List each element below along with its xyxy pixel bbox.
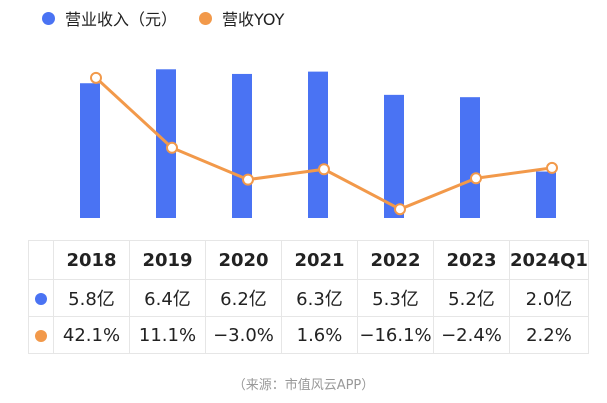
table-header-cell: 2024Q1 [509,240,589,280]
revenue-bar [536,171,556,218]
yoy-point [546,161,558,174]
legend-revenue-label: 营业收入（元） [65,10,178,29]
legend-yoy-dot [199,11,213,25]
table-header-cell: 2019 [129,240,206,280]
source-note: （来源：市值风云APP） [232,378,375,393]
table-cell: 2.0亿 [509,279,589,317]
table-header-cell: 2022 [357,240,434,280]
table-cell: 5.2亿 [433,279,510,317]
table-cell: 5.8亿 [53,279,130,317]
table-cell: −2.4% [433,316,510,354]
legend-yoy-label: 营收YOY [222,10,285,29]
table-header-cell: 2023 [433,240,510,280]
table-cell: 6.2亿 [205,279,282,317]
yoy-point [394,203,406,216]
legend: 营业收入（元） 营收YOY [42,6,306,30]
revenue-marker-dot [35,292,47,305]
revenue-bar [232,73,252,218]
data-table: 2018 2019 2020 2021 2022 2023 2024Q1 5.8… [28,240,589,354]
yoy-point [242,173,254,186]
table-cell: 6.4亿 [129,279,206,317]
table-cell: 2.2% [509,316,589,354]
table-cell: 11.1% [129,316,206,354]
yoy-point [470,172,482,185]
legend-revenue-dot [42,11,55,25]
legend-item-revenue: 营业收入（元） [42,6,177,30]
yoy-point [90,71,102,84]
table-cell: 42.1% [53,316,130,354]
table-header-cell: 2021 [281,240,358,280]
chart-canvas [80,69,558,218]
table-header-row: 2018 2019 2020 2021 2022 2023 2024Q1 [28,240,589,280]
yoy-point [318,163,330,176]
table-cell: 1.6% [281,316,358,354]
table-row-yoy: 42.1% 11.1% −3.0% 1.6% −16.1% −2.4% 2.2% [28,316,589,354]
revenue-bar [80,83,100,218]
yoy-marker-dot [35,329,47,342]
table-header-cell: 2018 [53,240,130,280]
legend-item-yoy: 营收YOY [199,6,284,30]
table-cell: 5.3亿 [357,279,434,317]
row-marker-yoy [28,316,54,354]
table-cell: −3.0% [205,316,282,354]
table-corner [28,240,54,280]
yoy-point [166,141,178,154]
revenue-bar [308,71,328,218]
table-cell: 6.3亿 [281,279,358,317]
row-marker-revenue [28,279,54,317]
revenue-bar [460,97,480,218]
table-cell: −16.1% [357,316,434,354]
revenue-bar [384,94,404,218]
table-header-cell: 2020 [205,240,282,280]
table-row-revenue: 5.8亿 6.4亿 6.2亿 6.3亿 5.3亿 5.2亿 2.0亿 [28,279,589,317]
